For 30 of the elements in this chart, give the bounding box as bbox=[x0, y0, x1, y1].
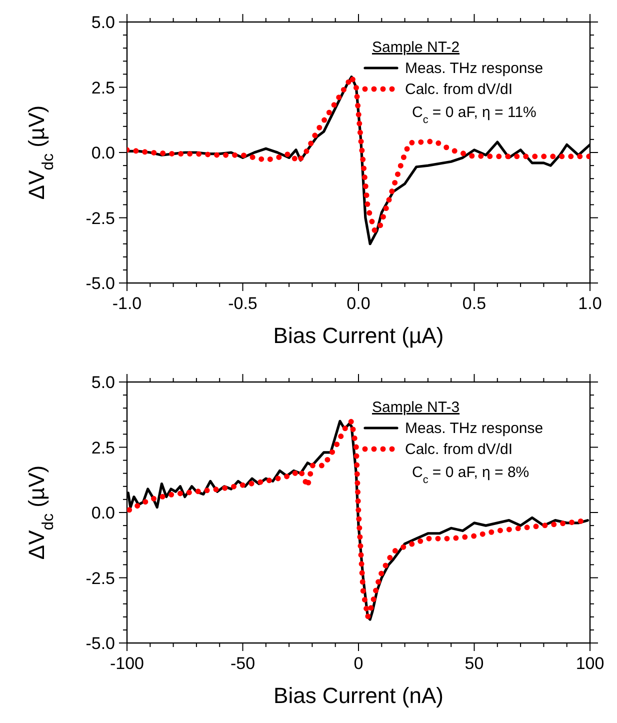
y-tick-label: -2.5 bbox=[86, 208, 115, 228]
y-tick-label: -5.0 bbox=[86, 274, 115, 293]
y-tick-label: -5.0 bbox=[86, 634, 115, 653]
x-axis-title: Bias Current (nA) bbox=[274, 683, 444, 708]
y-tick-label: 5.0 bbox=[91, 373, 115, 392]
x-tick-label: -50 bbox=[230, 654, 256, 673]
x-axis-title: Bias Current (µA) bbox=[273, 323, 444, 348]
legend-label: Meas. THz response bbox=[405, 60, 544, 77]
x-tick-label: 1.0 bbox=[578, 294, 602, 313]
y-tick-label: 5.0 bbox=[91, 13, 115, 32]
y-tick-label: 0.0 bbox=[91, 504, 115, 522]
x-tick-label: 50 bbox=[464, 654, 484, 673]
x-tick-label: -100 bbox=[110, 654, 144, 673]
x-tick-label: 100 bbox=[576, 654, 604, 673]
legend-label: Meas. THz response bbox=[405, 420, 544, 437]
annotation: C$_{c}$ = 0 aF, η = 11% bbox=[412, 104, 536, 126]
legend-label: Calc. from dV/dI bbox=[405, 441, 513, 458]
x-tick-label: 0.5 bbox=[462, 294, 486, 313]
y-tick-label: 0.0 bbox=[91, 144, 115, 162]
y-tick-label: 2.5 bbox=[91, 78, 115, 98]
annotation: C$_{c}$ = 0 aF, η = 8% bbox=[412, 464, 530, 486]
legend-title: Sample NT-2 bbox=[372, 39, 460, 56]
legend-title: Sample NT-3 bbox=[372, 399, 460, 416]
x-tick-label: 0.0 bbox=[346, 294, 370, 313]
x-tick-label: -0.5 bbox=[228, 294, 258, 313]
x-tick-label: 0 bbox=[354, 654, 364, 673]
legend-label: Calc. from dV/dI bbox=[405, 81, 513, 98]
y-tick-label: 2.5 bbox=[91, 438, 115, 458]
x-tick-label: -1.0 bbox=[112, 294, 142, 313]
y-tick-label: -2.5 bbox=[86, 568, 115, 588]
